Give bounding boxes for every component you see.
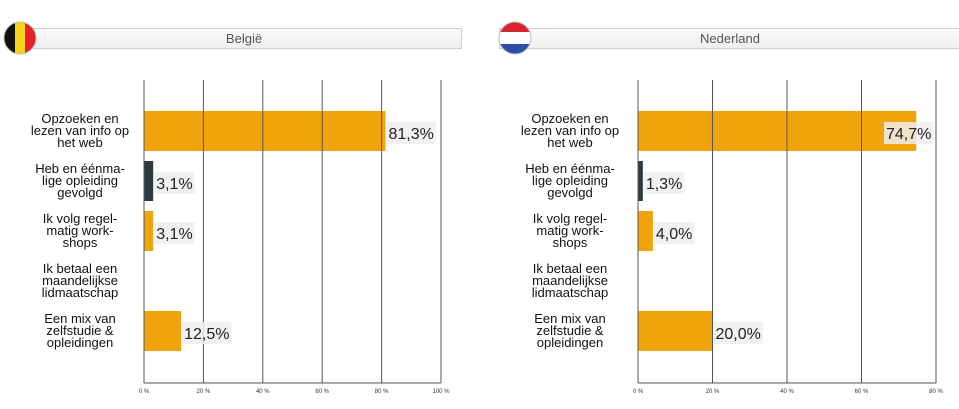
chart-panel-netherlands: Nederland 0 % 20 % 40 % 60 % 80 % Opzoeken en… xyxy=(495,0,959,409)
category-label: Ik betaal een maandelijkse lidmaatschap xyxy=(532,261,609,300)
bar-chart-belgium: 0 % 20 % 40 % 60 % 80 % 100 % Opzoeken en lezen… xyxy=(31,80,450,395)
chart-title-bar: België xyxy=(26,28,462,49)
netherlands-flag-icon xyxy=(498,21,532,55)
belgium-flag-icon xyxy=(3,21,37,55)
data-label-text: 3,1% xyxy=(156,176,192,193)
category-label: Ik betaal een maandelijkse lidmaatschap xyxy=(42,261,119,300)
bar xyxy=(144,111,386,151)
category-label: Ik volg regel-matig work-shops xyxy=(43,211,117,250)
data-label-text: 20,0% xyxy=(716,326,761,343)
data-label-text: 1,3% xyxy=(646,176,682,193)
bar-chart-netherlands: 0 % 20 % 40 % 60 % 80 % Opzoeken en lezen van … xyxy=(521,80,943,395)
x-tick-label: 60 % xyxy=(855,389,869,395)
data-label-bg xyxy=(182,322,232,344)
x-tick-label: 40 % xyxy=(780,389,794,395)
data-label: 20,0% xyxy=(713,322,763,344)
x-tick-label: 80 % xyxy=(375,389,389,395)
category-label: Een mix van zelfstudie & opleidingen xyxy=(534,311,606,350)
chart-title: België xyxy=(225,31,263,46)
x-tick-label: 80 % xyxy=(929,389,943,395)
category-label: Heb en éénma-lige opleiding gevolgd xyxy=(35,161,125,200)
x-tick-label: 100 % xyxy=(432,389,450,395)
bar xyxy=(144,161,154,201)
chart-title: Nederland xyxy=(700,31,760,46)
data-label: 3,1% xyxy=(154,172,195,194)
data-label-text: 74,7% xyxy=(886,126,931,143)
x-tick-label: 0 % xyxy=(139,389,150,395)
bar xyxy=(144,311,182,351)
data-label: 4,0% xyxy=(653,222,695,244)
bar xyxy=(638,111,917,151)
chart-title-bar: Nederland xyxy=(499,28,959,49)
category-label: Ik volg regel-matig work-shops xyxy=(533,211,607,250)
data-label-bg xyxy=(653,222,695,244)
x-tick-label: 20 % xyxy=(706,389,720,395)
data-label-bg xyxy=(154,172,195,194)
data-label-text: 81,3% xyxy=(388,126,433,143)
data-label: 1,3% xyxy=(643,172,685,194)
data-label: 12,5% xyxy=(182,322,232,344)
data-label: 74,7% xyxy=(884,122,934,144)
x-tick-label: 20 % xyxy=(197,389,211,395)
bar xyxy=(144,211,154,251)
bar xyxy=(638,311,713,351)
data-label-text: 3,1% xyxy=(156,226,192,243)
data-label-bg xyxy=(154,222,195,244)
category-label: Een mix van zelfstudie & opleidingen xyxy=(44,311,116,350)
data-label-bg xyxy=(386,122,436,144)
category-label: Opzoeken en lezen van info op het web xyxy=(31,111,129,150)
data-label-bg xyxy=(643,172,685,194)
category-label: Opzoeken en lezen van info op het web xyxy=(521,111,619,150)
data-label-text: 4,0% xyxy=(656,226,692,243)
data-label-text: 12,5% xyxy=(184,326,229,343)
x-tick-label: 60 % xyxy=(315,389,329,395)
data-label-bg xyxy=(884,122,934,144)
data-label-bg xyxy=(713,322,763,344)
category-label: Heb en éénma-lige opleiding gevolgd xyxy=(525,161,615,200)
bar xyxy=(638,161,643,201)
bar xyxy=(638,211,653,251)
x-tick-label: 40 % xyxy=(256,389,270,395)
data-label: 81,3% xyxy=(386,122,436,144)
data-label: 3,1% xyxy=(154,222,195,244)
x-tick-label: 0 % xyxy=(633,389,644,395)
chart-panel-belgium: België 0 % 20 % 40 % 60 % 80 % 100 % Opzoeken … xyxy=(0,0,470,409)
